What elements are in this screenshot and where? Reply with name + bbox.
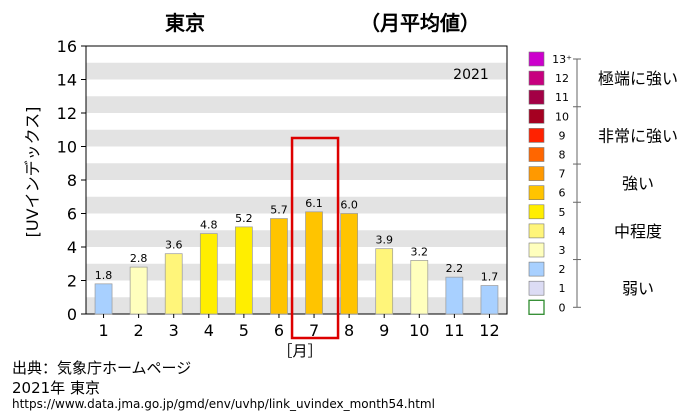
legend-swatch-13 [528, 299, 545, 315]
legend-level-label: 3 [559, 244, 566, 257]
bar-month-8 [340, 213, 358, 315]
chart-subtitle: （月平均値） [360, 11, 480, 35]
x-tick-label: 12 [479, 321, 499, 340]
x-tick-label: 8 [344, 321, 354, 340]
grid-band [86, 230, 507, 247]
legend-swatch-3 [528, 109, 545, 124]
legend-swatch-9 [528, 223, 545, 239]
legend-category-label: 強い [622, 174, 654, 193]
bar-month-9 [375, 248, 394, 315]
grid-band [86, 96, 507, 113]
legend-swatch-1 [528, 70, 545, 86]
legend-level-label: 6 [559, 187, 566, 200]
x-axis-label: ［月］ [277, 342, 322, 360]
legend-swatch-12 [528, 280, 545, 296]
bar-month-5 [235, 226, 253, 315]
bar-value-label: 4.8 [200, 219, 218, 232]
x-tick-label: 6 [274, 321, 284, 340]
legend-level-label: 8 [559, 149, 566, 162]
legend-level-label: 9 [559, 129, 566, 142]
legend-level-label: 0 [559, 301, 566, 314]
x-tick-label: 11 [444, 321, 464, 340]
x-tick-label: 2 [134, 321, 144, 340]
legend-category-label: 極端に強い [598, 69, 678, 88]
legend-swatch-2 [528, 89, 545, 105]
plot-area: 0 2 4 6 8 10 12 14 16 1.8 1 2.8 2 3.6 3 4.8 4 5.2 5 5.7 6 6.1… [57, 37, 508, 340]
y-tick-label: 6 [67, 205, 77, 224]
bar-value-label: 2.8 [130, 252, 148, 265]
bar-month-12 [480, 285, 499, 315]
y-tick-label: 16 [57, 37, 77, 56]
bar-value-label: 3.6 [165, 239, 183, 252]
highlight-box-july [290, 136, 340, 340]
chart-title: 東京 [165, 11, 205, 35]
legend-swatch-6 [528, 166, 545, 181]
legend-swatch-4 [528, 128, 545, 143]
y-axis-label: [UVインデックス] [23, 107, 42, 238]
y-tick-label: 12 [57, 104, 77, 123]
uv-index-chart: 東京 （月平均値） 02468101214161.812.823.634.845… [23, 11, 678, 360]
bar-value-label: 5.2 [235, 212, 253, 225]
legend-category-label: 中程度 [614, 222, 662, 241]
x-tick-label: 7 [309, 321, 319, 340]
y-tick-label: 14 [57, 71, 77, 90]
bar-value-label: 3.2 [411, 245, 429, 258]
bar-month-7 [305, 211, 323, 315]
bar-value-label: 1.7 [481, 271, 499, 284]
grid-band [86, 297, 507, 314]
bar-month-3 [164, 253, 183, 315]
legend-level-label: 10 [555, 110, 569, 123]
bar-month-1 [94, 283, 113, 315]
legend-level-label: 13⁺ [552, 53, 572, 66]
legend-category-label: 非常に強い [598, 126, 678, 145]
y-tick-label: 0 [67, 305, 77, 324]
x-tick-label: 9 [379, 321, 389, 340]
bar-value-label: 3.9 [375, 234, 393, 247]
bar-value-label: 2.2 [446, 262, 464, 275]
legend-level-label: 7 [559, 168, 566, 181]
bar-month-4 [199, 233, 218, 315]
x-tick-label: 3 [169, 321, 179, 340]
grid-band [86, 62, 507, 80]
y-tick-label: 8 [67, 171, 77, 190]
x-tick-label: 10 [409, 321, 429, 340]
x-tick-label: 5 [239, 321, 249, 340]
source-label: 出典：気象庁ホームページ [12, 359, 192, 377]
year-label: 2021 [453, 67, 489, 83]
legend-swatch-8 [528, 204, 545, 220]
legend-swatch-0 [528, 51, 545, 67]
bar-value-label: 1.8 [95, 269, 113, 282]
legend-swatch-5 [528, 147, 545, 162]
bar-month-11 [445, 276, 464, 315]
legend-level-label: 4 [559, 225, 566, 238]
legend-level-label: 12 [555, 72, 569, 85]
legend-level-label: 11 [555, 91, 569, 104]
y-tick-label: 2 [67, 272, 77, 291]
y-tick-label: 10 [57, 138, 77, 157]
bar-month-2 [129, 266, 148, 315]
legend-swatch-11 [528, 261, 545, 277]
legend-level-label: 2 [559, 263, 566, 276]
bar-month-10 [410, 260, 429, 315]
legend-swatch-10 [528, 242, 545, 258]
bar-value-label: 6.0 [340, 199, 358, 212]
x-tick-label: 1 [98, 321, 108, 340]
legend-category-label: 弱い [622, 279, 654, 298]
legend-level-label: 1 [559, 282, 566, 295]
grid-band [86, 163, 507, 180]
grid-band [86, 263, 507, 281]
legend-level-label: 5 [559, 206, 566, 219]
bar-value-label: 6.1 [305, 197, 323, 210]
source-url[interactable]: https://www.data.jma.go.jp/gmd/env/uvhp/… [12, 397, 435, 411]
legend-swatch-7 [528, 185, 545, 200]
y-tick-label: 4 [67, 238, 77, 257]
grid-band [86, 196, 507, 214]
x-tick-label: 4 [204, 321, 214, 340]
bar-month-6 [270, 218, 288, 315]
bar-value-label: 5.7 [270, 204, 288, 217]
source-year-city: 2021年 東京 [12, 379, 100, 397]
